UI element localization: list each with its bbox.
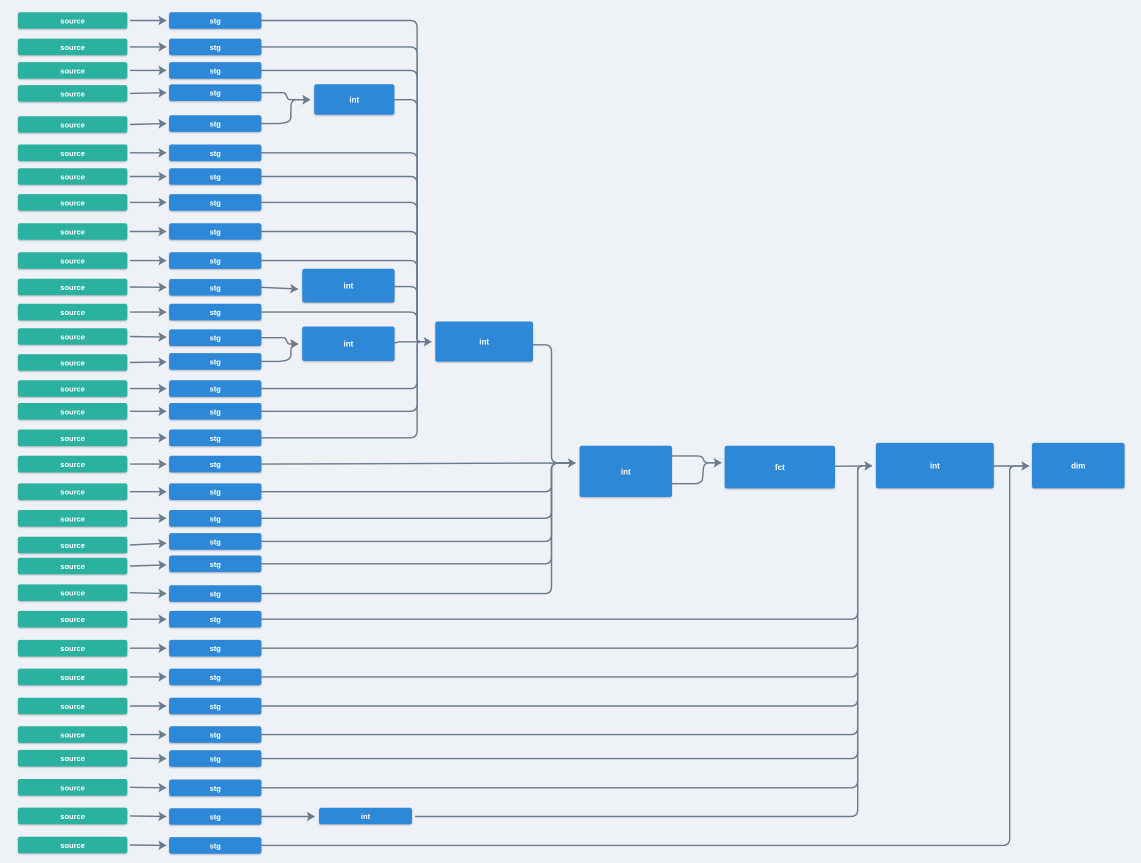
svg-text:int: int [621, 467, 631, 476]
svg-text:source: source [60, 488, 85, 497]
svg-text:stg: stg [210, 308, 222, 317]
svg-text:source: source [60, 615, 85, 624]
svg-text:stg: stg [210, 89, 222, 98]
svg-text:source: source [60, 43, 85, 52]
svg-text:stg: stg [210, 702, 222, 711]
svg-text:source: source [60, 407, 85, 416]
svg-text:stg: stg [210, 644, 222, 653]
svg-text:stg: stg [210, 537, 222, 546]
svg-text:int: int [344, 340, 354, 349]
svg-text:int: int [349, 96, 359, 105]
svg-text:source: source [60, 359, 85, 368]
svg-text:source: source [60, 434, 85, 443]
svg-text:stg: stg [210, 488, 222, 497]
svg-text:source: source [60, 385, 85, 394]
svg-text:source: source [60, 283, 85, 292]
svg-text:stg: stg [210, 673, 222, 682]
svg-text:source: source [60, 460, 85, 469]
svg-text:stg: stg [210, 460, 222, 469]
svg-text:source: source [60, 173, 85, 182]
svg-text:stg: stg [210, 283, 222, 292]
svg-text:stg: stg [210, 149, 222, 158]
svg-text:stg: stg [210, 590, 222, 599]
svg-text:stg: stg [210, 257, 222, 266]
svg-text:source: source [60, 333, 85, 342]
svg-text:stg: stg [210, 334, 222, 343]
svg-text:source: source [60, 731, 85, 740]
svg-text:source: source [60, 308, 85, 317]
svg-text:stg: stg [210, 385, 222, 394]
svg-text:source: source [60, 841, 85, 850]
svg-text:stg: stg [210, 228, 222, 237]
svg-text:stg: stg [210, 731, 222, 740]
svg-text:int: int [479, 338, 489, 347]
svg-text:stg: stg [210, 514, 222, 523]
svg-text:source: source [60, 754, 85, 763]
svg-text:stg: stg [210, 560, 222, 569]
svg-text:source: source [60, 121, 85, 130]
svg-text:stg: stg [210, 407, 222, 416]
svg-text:stg: stg [210, 615, 222, 624]
svg-text:source: source [60, 702, 85, 711]
svg-text:source: source [60, 541, 85, 550]
svg-text:fct: fct [775, 463, 785, 472]
svg-text:dim: dim [1071, 462, 1085, 471]
svg-text:source: source [60, 562, 85, 571]
svg-text:source: source [60, 198, 85, 207]
svg-text:stg: stg [210, 357, 222, 366]
svg-text:int: int [361, 812, 371, 821]
svg-text:stg: stg [210, 17, 222, 26]
svg-text:stg: stg [210, 198, 222, 207]
svg-text:source: source [60, 589, 85, 598]
svg-text:stg: stg [210, 120, 222, 129]
svg-text:stg: stg [210, 66, 222, 75]
svg-text:stg: stg [210, 841, 222, 850]
svg-text:stg: stg [210, 434, 222, 443]
svg-text:source: source [60, 257, 85, 266]
svg-text:source: source [60, 783, 85, 792]
svg-text:source: source [60, 89, 85, 98]
svg-text:source: source [60, 228, 85, 237]
svg-text:source: source [60, 514, 85, 523]
svg-text:source: source [60, 644, 85, 653]
svg-text:source: source [60, 149, 85, 158]
svg-text:stg: stg [210, 173, 222, 182]
svg-text:stg: stg [210, 784, 222, 793]
svg-text:source: source [60, 673, 85, 682]
svg-text:int: int [344, 282, 354, 291]
svg-text:source: source [60, 66, 85, 75]
svg-text:stg: stg [210, 813, 222, 822]
svg-text:source: source [60, 17, 85, 26]
svg-text:stg: stg [210, 43, 222, 52]
svg-text:source: source [60, 812, 85, 821]
svg-text:int: int [930, 462, 940, 471]
svg-text:stg: stg [210, 755, 222, 764]
